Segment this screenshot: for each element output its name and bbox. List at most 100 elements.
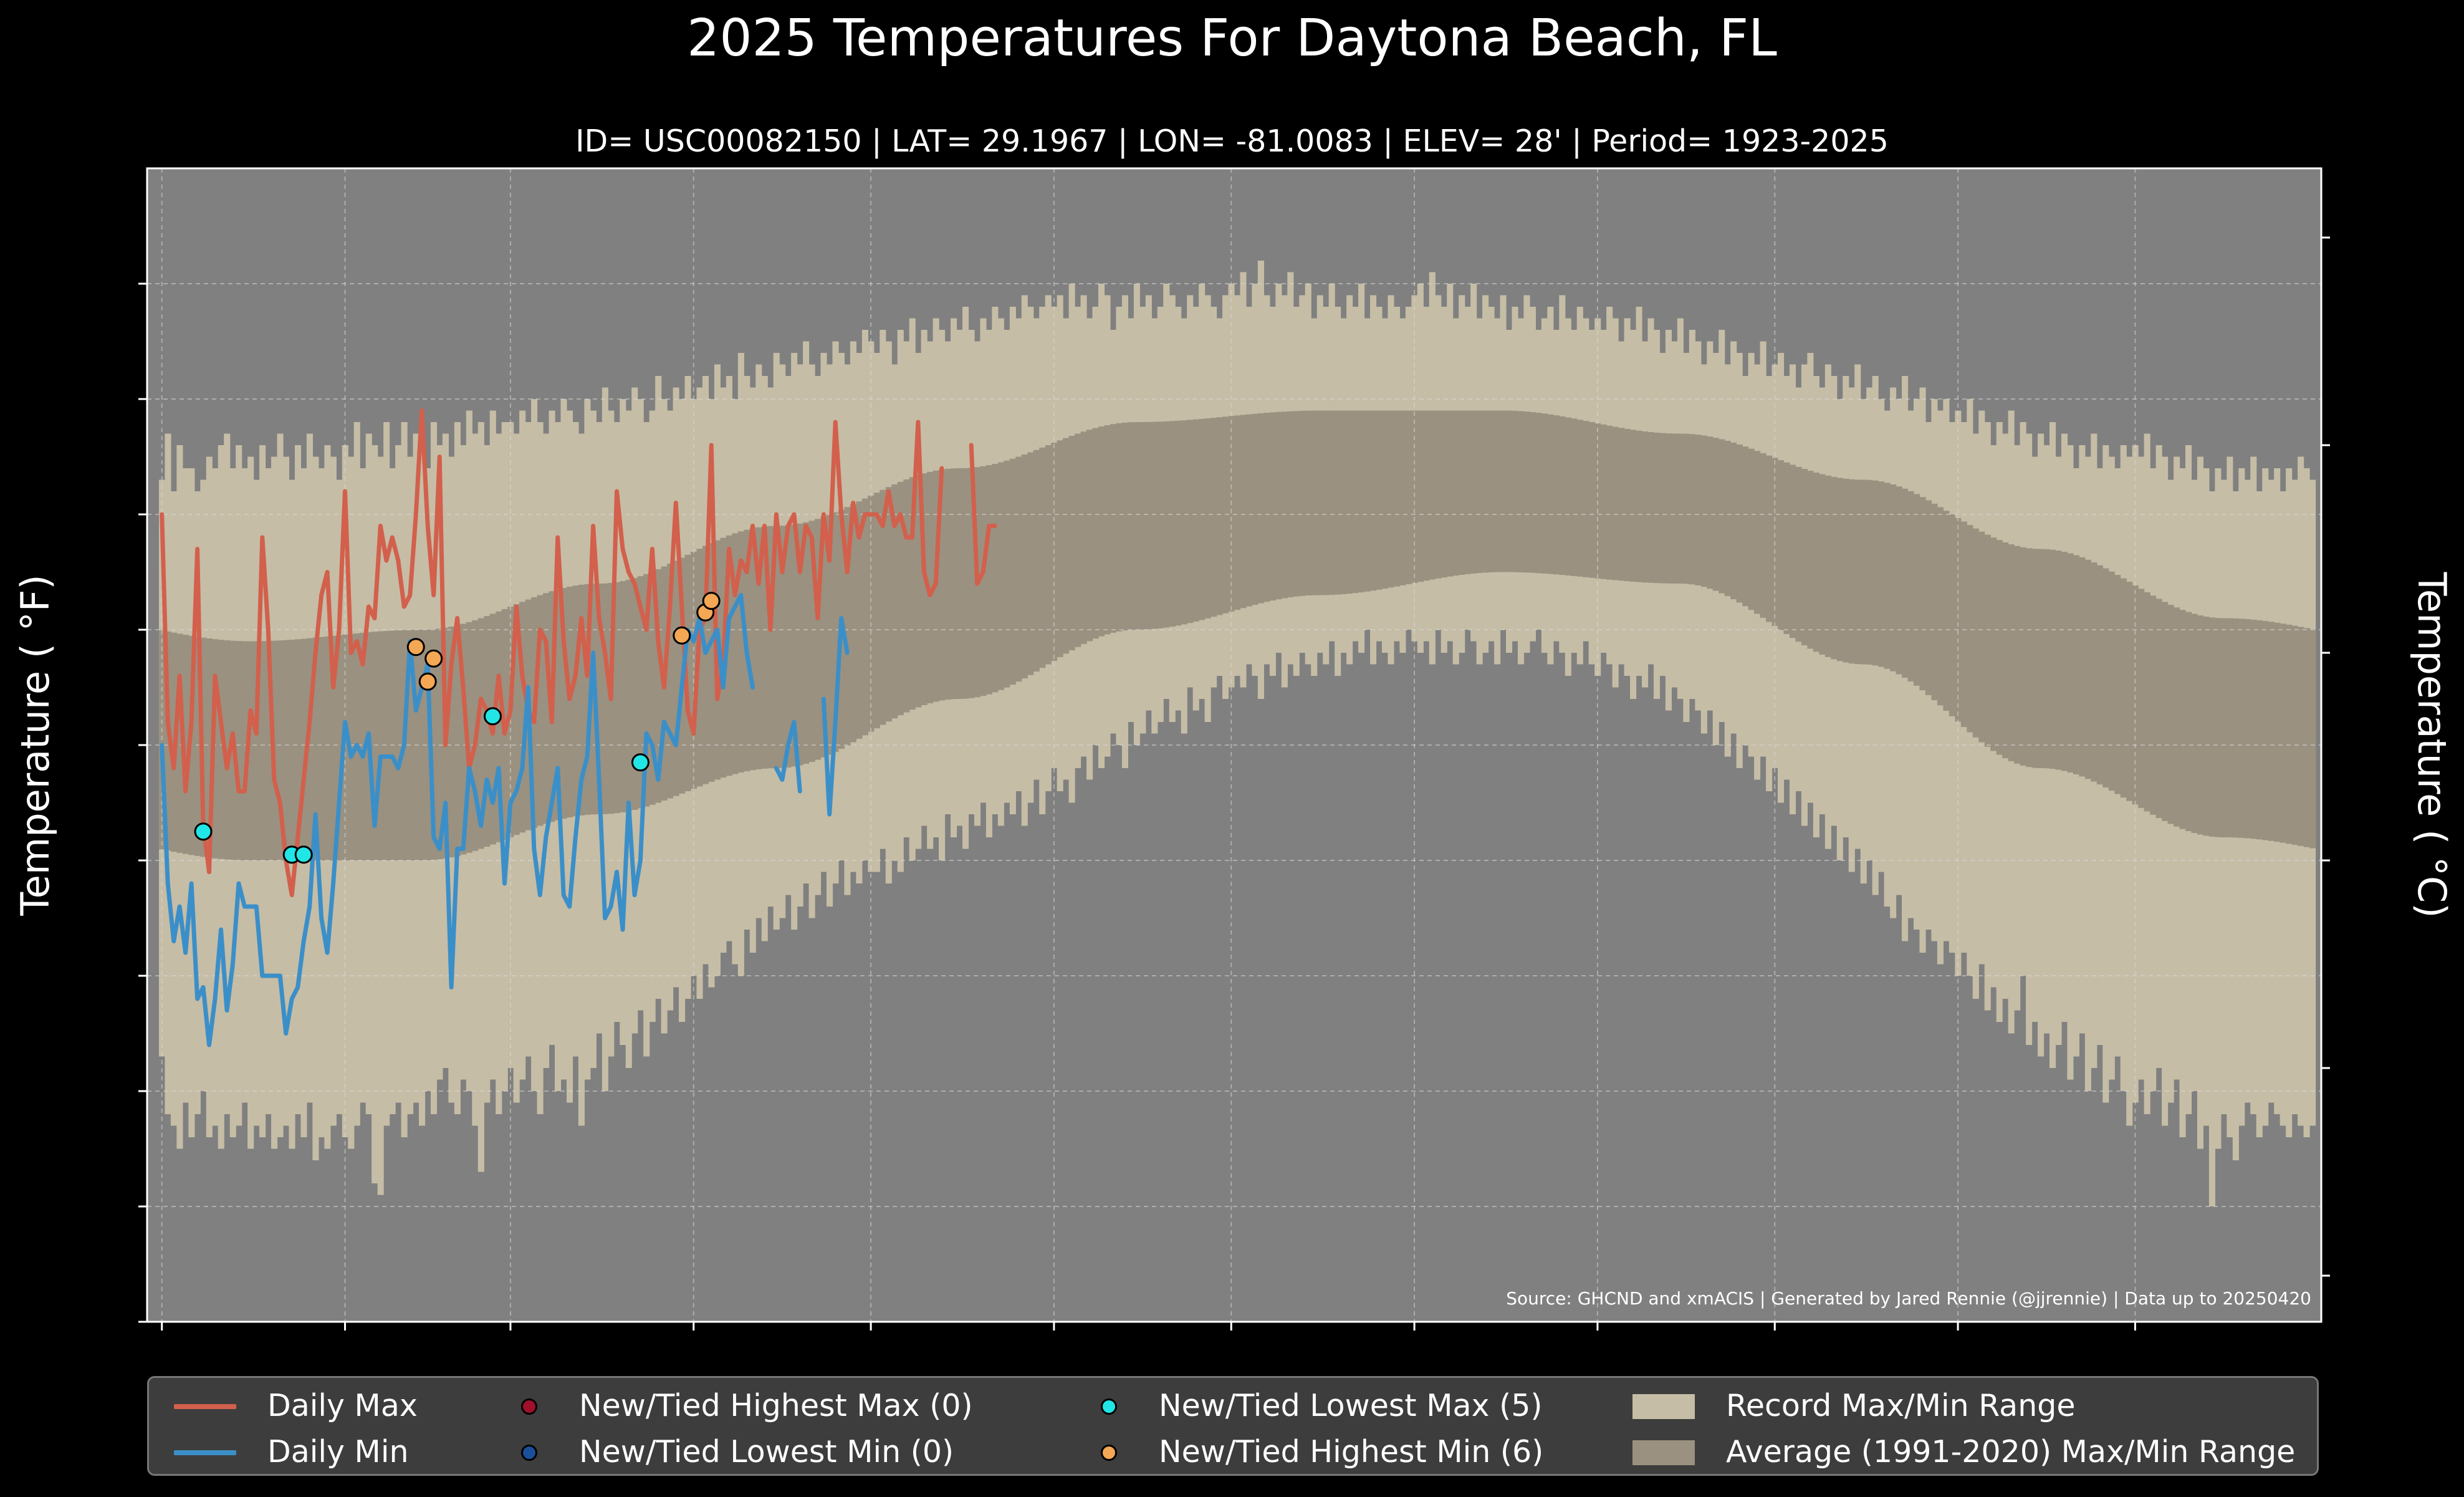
average-range-bar [2279, 623, 2286, 843]
average-range-bar [1754, 451, 1761, 614]
average-range-bar [939, 469, 946, 701]
average-range-bar [1831, 476, 1838, 660]
average-range-bar [1423, 410, 1430, 581]
average-range-bar [903, 479, 910, 713]
average-range-bar [880, 489, 886, 725]
average-range-bar [1588, 422, 1595, 578]
average-range-bar [1151, 421, 1158, 629]
average-range-bar [791, 524, 798, 767]
average-range-bar [2191, 614, 2198, 834]
average-range-bar [631, 578, 638, 810]
average-range-bar [2008, 544, 2015, 761]
average-range-bar [667, 564, 674, 799]
average-range-bar [1630, 430, 1637, 582]
legend-label: New/Tied Lowest Max (5) [1159, 1388, 1543, 1423]
average-range-bar [1228, 416, 1235, 612]
average-range-bar [306, 638, 313, 860]
average-range-bar [1234, 415, 1241, 610]
average-range-bar [1080, 431, 1087, 644]
average-range-bar [1541, 413, 1548, 574]
average-range-bar [1323, 410, 1330, 595]
average-range-bar [1724, 441, 1731, 597]
average-range-bar [1766, 455, 1773, 622]
average-range-bar [265, 641, 272, 860]
average-range-bar [289, 639, 295, 860]
average-range-bar [726, 535, 732, 776]
average-range-bar [1293, 411, 1300, 597]
average-range-bar [1559, 416, 1566, 575]
average-range-bar [1890, 484, 1897, 671]
average-range-bar [2197, 615, 2204, 835]
average-range-bar [318, 637, 325, 860]
average-range-bar [330, 635, 337, 860]
average-range-bar [1902, 488, 1909, 678]
average-range-bar [1364, 410, 1371, 592]
average-range-bar [572, 585, 579, 817]
average-range-bar [1216, 417, 1223, 615]
average-range-bar [2002, 542, 2009, 759]
source-note: Source: GHCND and xmACIS | Generated by … [1506, 1288, 2311, 1309]
average-range-bar [377, 631, 384, 860]
average-range-bar [1033, 450, 1040, 672]
average-range-bar [1128, 422, 1134, 630]
average-range-bar [1346, 410, 1353, 594]
average-range-bar [1683, 433, 1690, 584]
average-range-bar [247, 641, 254, 860]
legend-label: New/Tied Highest Max (0) [579, 1388, 973, 1423]
average-range-bar [655, 569, 662, 803]
average-range-bar [803, 522, 810, 764]
average-range-bar [897, 481, 904, 716]
average-range-bar [1063, 438, 1070, 654]
record-markers [194, 592, 721, 864]
average-range-bar [885, 487, 892, 722]
daily-min-line [821, 616, 850, 817]
lowest-max-marker [294, 845, 313, 864]
average-range-bar [1210, 418, 1217, 617]
average-range-bar [2291, 625, 2298, 845]
average-range-bar [454, 625, 461, 856]
average-range-bar [1429, 410, 1436, 580]
average-range-bar [1866, 479, 1873, 665]
average-range-bar [873, 493, 880, 729]
average-range-bar [850, 504, 856, 743]
average-range-bar [277, 640, 284, 860]
average-range-bar [1335, 410, 1341, 595]
average-range-bar [1447, 410, 1454, 577]
legend-label: Average (1991-2020) Max/Min Range [1726, 1434, 2296, 1470]
average-range-bar [1707, 436, 1714, 589]
average-range-bar [566, 586, 573, 817]
average-range-bar [737, 531, 744, 773]
average-range-bar [283, 640, 290, 860]
average-range-bar [1281, 412, 1288, 599]
average-range-bar [2162, 602, 2169, 821]
average-range-bar [537, 595, 544, 826]
average-range-bar [1381, 410, 1389, 589]
average-range-bar [1027, 452, 1034, 675]
average-range-bar [625, 579, 632, 812]
average-range-bar [1659, 433, 1666, 584]
average-range-bar [1801, 469, 1808, 645]
average-range-bar [1263, 413, 1270, 602]
average-range-bar [1175, 420, 1182, 626]
average-range-bar [596, 584, 603, 814]
average-range-bar [1121, 422, 1128, 631]
average-range-bar [1464, 410, 1471, 574]
average-range-bar [2155, 599, 2162, 818]
average-range-bar [2303, 628, 2310, 847]
average-range-bar [1937, 507, 1944, 706]
average-range-bar [2079, 557, 2086, 777]
average-range-bar [372, 632, 378, 860]
average-range-bar [1269, 412, 1276, 601]
legend-label: Daily Min [267, 1434, 409, 1470]
average-range-bar [2049, 549, 2056, 769]
legend-dot-swatch [521, 1445, 537, 1461]
average-range-bar [1092, 428, 1099, 639]
average-range-bar [613, 582, 620, 814]
average-range-bar [2031, 549, 2038, 768]
average-range-bar [165, 631, 171, 851]
average-range-bar [1884, 483, 1891, 669]
average-range-bar [2038, 549, 2045, 768]
average-range-bar [1736, 444, 1743, 603]
average-range-bar [2020, 547, 2026, 766]
average-range-bar [861, 498, 868, 736]
